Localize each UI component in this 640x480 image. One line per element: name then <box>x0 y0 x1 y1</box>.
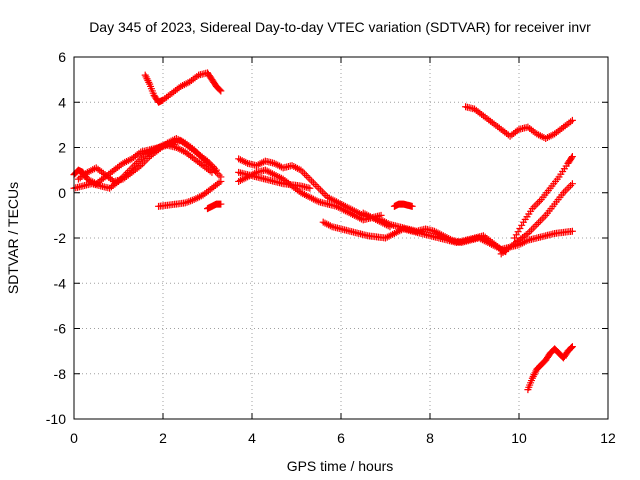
data-point-interp <box>313 182 321 190</box>
data-point-interp <box>532 201 540 209</box>
series-arc-12 <box>390 200 416 210</box>
y-tick-label: 4 <box>58 94 66 110</box>
data-point <box>568 153 576 161</box>
data-point-interp <box>561 187 569 195</box>
data-point-interp <box>563 185 571 193</box>
data-point <box>568 227 576 235</box>
data-point <box>217 200 225 208</box>
y-tick-label: 2 <box>58 140 66 156</box>
x-tick-label: 6 <box>337 430 345 446</box>
data-point-interp <box>311 181 319 189</box>
series-arc-11 <box>359 209 510 256</box>
data-point-interp <box>526 228 534 236</box>
data-point-interp <box>304 173 312 181</box>
data-point-interp <box>540 213 548 221</box>
data-point-interp <box>318 188 326 196</box>
data-point-interp <box>302 172 310 180</box>
y-tick-label: -4 <box>54 275 67 291</box>
data-point <box>217 87 225 95</box>
series-arc-5 <box>155 177 225 210</box>
data-point-interp <box>529 224 537 232</box>
data-point <box>306 184 314 192</box>
x-axis-label: GPS time / hours <box>287 458 394 474</box>
y-axis-label: SDTVAR / TECUs <box>5 182 21 294</box>
y-tick-label: -10 <box>46 411 66 427</box>
data-point-interp <box>567 182 575 190</box>
x-tick-label: 10 <box>511 430 527 446</box>
data-point-interp <box>518 221 526 229</box>
data-point <box>568 343 576 351</box>
data-point-interp <box>514 228 522 236</box>
data-point-interp <box>568 344 576 352</box>
data-point-interp <box>320 190 328 198</box>
chart-title: Day 345 of 2023, Sidereal Day-to-day VTE… <box>89 19 591 35</box>
data-point <box>533 220 541 228</box>
data-point-interp <box>216 86 224 94</box>
data-point-interp <box>565 183 573 191</box>
data-point-interp <box>309 179 317 187</box>
data-points <box>70 69 576 394</box>
series-arc-4 <box>141 69 225 106</box>
x-tick-label: 4 <box>248 430 256 446</box>
x-tick-label: 2 <box>159 430 167 446</box>
series-arc-16 <box>524 343 576 394</box>
series-arc-6 <box>204 200 225 213</box>
series-arc-13 <box>462 103 576 142</box>
y-tick-label: -6 <box>54 321 67 337</box>
x-tick-label: 8 <box>426 430 434 446</box>
y-tick-label: 0 <box>58 185 66 201</box>
y-tick-label: -8 <box>54 366 67 382</box>
data-point-interp <box>308 177 316 185</box>
x-tick-label: 0 <box>70 430 78 446</box>
y-tick-label: 6 <box>58 49 66 65</box>
data-point <box>315 184 323 192</box>
axis-ticks: 0 2 4 6 8 10 12 -10 -8 -6 -4 -2 0 2 4 6 <box>46 49 616 446</box>
data-point <box>306 175 314 183</box>
data-point-interp <box>536 217 544 225</box>
series-arc-10 <box>319 218 576 253</box>
data-point-interp <box>568 154 576 162</box>
data-point-interp <box>527 226 535 234</box>
series-arc-14 <box>497 180 576 258</box>
data-point-interp <box>301 170 309 178</box>
series-arc-9 <box>235 168 314 192</box>
x-tick-label: 12 <box>600 430 616 446</box>
data-point-interp <box>530 203 538 211</box>
data-point-interp <box>531 222 539 230</box>
series-arc-15 <box>511 153 576 242</box>
data-point <box>568 116 576 124</box>
data-point <box>408 202 416 210</box>
series-arc-3 <box>74 134 225 185</box>
data-point-interp <box>535 219 543 227</box>
data-point <box>568 180 576 188</box>
data-point-interp <box>535 197 543 205</box>
y-tick-label: -2 <box>54 230 67 246</box>
data-point-interp <box>534 199 542 207</box>
data-point-interp <box>538 215 546 223</box>
data-point-interp <box>516 224 524 232</box>
data-point <box>217 177 225 185</box>
